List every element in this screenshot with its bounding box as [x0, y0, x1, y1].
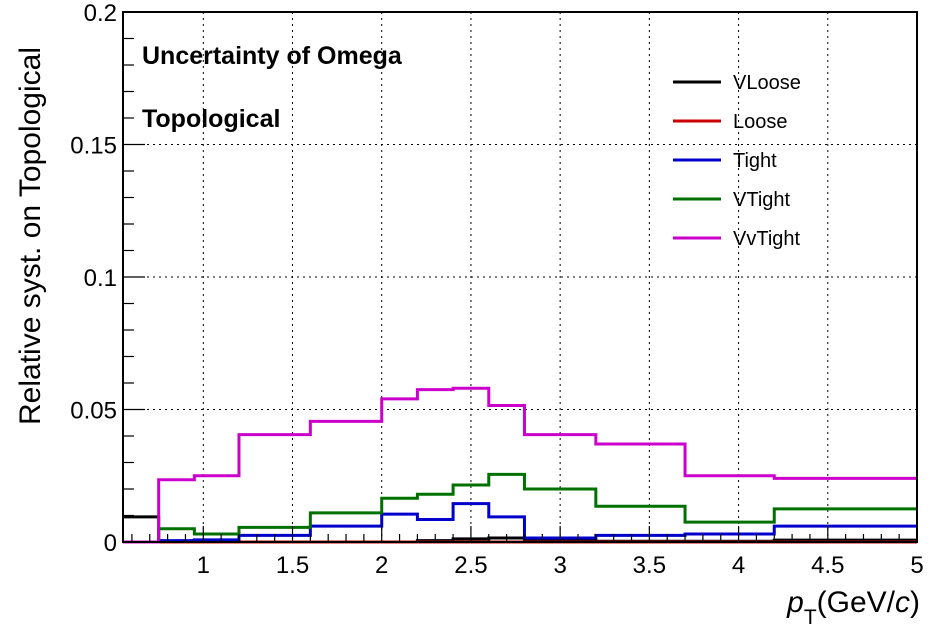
x-axis-label-unit-open: (GeV/ [817, 586, 896, 619]
x-tick-label: 2 [375, 552, 388, 579]
tick-labels: 1 1.5 2 2.5 3 3.5 4 4.5 5 0 0.05 0.1 0.15 0.2 [70, 0, 923, 579]
legend-label-loose: Loose [733, 111, 788, 133]
y-tick-label: 0.15 [70, 133, 117, 160]
series-line-vvtight [123, 386, 917, 544]
x-axis-label-sub: T [804, 606, 817, 629]
axes [122, 11, 918, 543]
x-tick-label: 4 [732, 552, 745, 579]
y-axis-label: Relative syst. on Topological [14, 47, 47, 425]
x-tick-label: 1 [197, 552, 210, 579]
x-axis-label: pT(GeV/c) [786, 586, 920, 629]
legend-label-vvtight: VvTight [733, 228, 801, 250]
grid [123, 12, 917, 542]
y-tick-label: 0.05 [70, 398, 117, 425]
x-tick-label: 1.5 [276, 552, 309, 579]
x-axis-label-unit-close: ) [910, 586, 920, 619]
x-tick-label: 2.5 [454, 552, 487, 579]
legend: VLoose Loose Tight VTight VvTight [673, 72, 801, 250]
annotation-subtitle: Topological [142, 105, 280, 133]
y-tick-label: 0 [104, 530, 117, 557]
series-line-tight [123, 502, 917, 544]
series-line-vtight [123, 472, 917, 544]
x-tick-label: 4.5 [811, 552, 844, 579]
x-tick-label: 3.5 [633, 552, 666, 579]
x-tick-label: 5 [910, 552, 923, 579]
x-tick-label: 3 [553, 552, 566, 579]
legend-label-tight: Tight [733, 150, 777, 172]
legend-label-vloose: VLoose [733, 72, 801, 94]
legend-label-vtight: VTight [733, 189, 791, 211]
y-tick-label: 0.1 [84, 265, 117, 292]
y-tick-label: 0.2 [84, 0, 117, 27]
x-axis-label-main: p [786, 586, 804, 619]
annotation-title: Uncertainty of Omega [142, 42, 403, 70]
x-axis-label-unit-var: c [895, 586, 910, 619]
